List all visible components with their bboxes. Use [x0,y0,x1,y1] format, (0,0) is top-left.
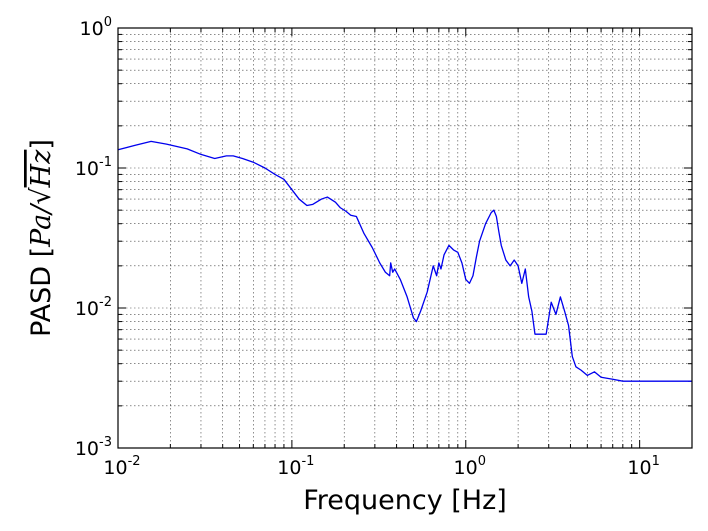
svg-text:PASD [Pa/√Hz]: PASD [Pa/√Hz] [26,139,57,337]
y-axis-title-suffix: ] [26,139,57,150]
y-tick-label: 100 [80,15,112,40]
x-tick-label: 10-2 [103,454,140,479]
y-axis-title-math: Pa/ [26,202,57,248]
sqrt-symbol: √ [26,187,57,205]
x-tick-label: 100 [454,454,486,479]
minor-ticks [118,28,693,448]
plot-frame [117,27,693,449]
plot-area [118,28,692,448]
y-tick-label: 10-1 [75,155,112,180]
y-axis-title-root: Hz [26,149,57,189]
x-axis-title: Frequency [Hz] [303,485,507,516]
x-tick-label: 10-1 [277,454,314,479]
series-line [117,140,692,382]
y-tick-label: 10-3 [75,435,112,460]
y-tick-labels: 100 10-1 10-2 10-3 [75,15,112,460]
x-tick-labels: 10-2 10-1 100 101 [103,454,659,479]
y-axis-title-prefix: PASD [ [26,247,57,337]
y-tick-label: 10-2 [75,295,112,320]
y-axis-title: PASD [Pa/√Hz] [26,139,57,337]
x-tick-label: 101 [627,454,659,479]
